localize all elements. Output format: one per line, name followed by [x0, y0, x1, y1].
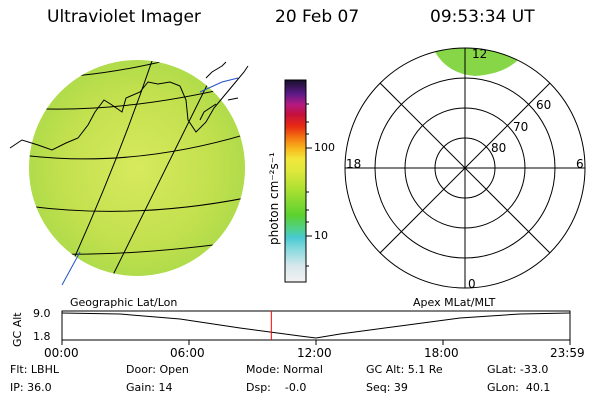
colorbar-tick-10: 10: [314, 229, 328, 242]
coastline: [9, 61, 249, 151]
filter-status: Flt: LBHL: [10, 363, 59, 376]
seq-status: Seq: 39: [366, 381, 408, 394]
time-tick-1200: 12:00: [297, 346, 332, 360]
glon-status: GLon: 40.1: [487, 381, 551, 394]
time-tick-0000: 00:00: [44, 346, 79, 360]
orbit-axis-title: GC Alt: [11, 312, 24, 347]
dsp-status: Dsp: -0.0: [246, 381, 307, 394]
instrument-title: Ultraviolet Imager: [47, 7, 201, 27]
geographic-caption: Geographic Lat/Lon: [70, 296, 178, 309]
apex-caption: Apex MLat/MLT: [413, 296, 496, 309]
mlt-label-0: 0: [468, 277, 476, 291]
door-status: Door: Open: [126, 363, 189, 376]
mlt-label-6: 6: [576, 157, 584, 171]
time-tick-1800: 18:00: [424, 346, 459, 360]
time-tick-0600: 06:00: [170, 346, 205, 360]
gain-status: Gain: 14: [126, 381, 173, 394]
time-label: 09:53:34 UT: [430, 7, 535, 27]
orbit-ymax: 9.0: [33, 307, 51, 320]
orbit-plot: [61, 310, 571, 345]
polar-plot: [344, 47, 586, 289]
date-label: 20 Feb 07: [275, 7, 360, 27]
uv-image-disk: [9, 60, 249, 286]
lat-label-70: 70: [513, 120, 529, 134]
lat-label-80: 80: [491, 141, 507, 155]
mode-status: Mode: Normal: [246, 363, 323, 376]
gc-alt-status: GC Alt: 5.1 Re: [366, 363, 443, 376]
mlt-label-12: 12: [472, 47, 488, 61]
ip-status: IP: 36.0: [10, 381, 52, 394]
colorbar: [284, 79, 312, 283]
time-tick-2359: 23:59: [550, 346, 585, 360]
mlt-label-18: 18: [346, 157, 362, 171]
glat-status: GLat: -33.0: [487, 363, 549, 376]
orbit-ymin: 1.8: [33, 330, 51, 343]
lat-label-60: 60: [536, 98, 552, 112]
colorbar-tick-100: 100: [314, 141, 335, 154]
colorbar-unit-label: photon cm⁻²s⁻¹: [267, 152, 281, 245]
